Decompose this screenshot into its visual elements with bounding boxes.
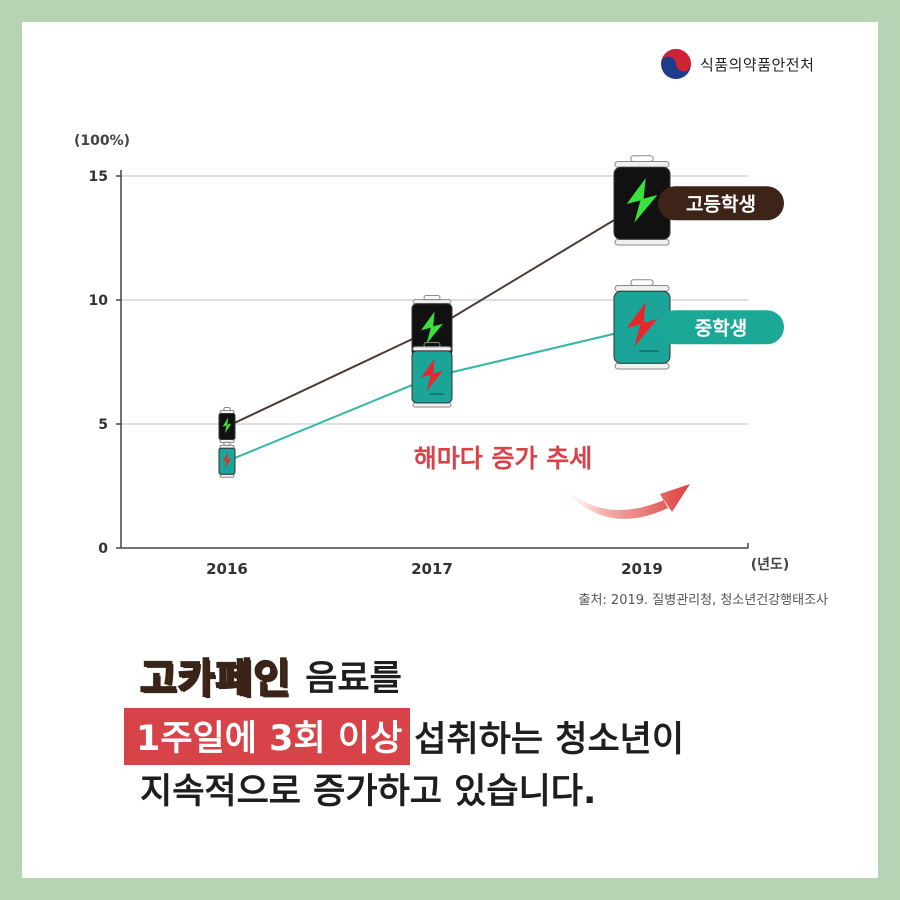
energy-can-marker: [218, 441, 236, 478]
source-note: 출처: 2019. 질병관리청, 청소년건강행태조사: [579, 592, 829, 608]
series-badge: 고등학생: [658, 186, 784, 221]
energy-can-marker: [411, 342, 453, 408]
energy-can-marker: [218, 406, 236, 443]
agency-name: 식품의약품안전처: [700, 55, 815, 74]
series-badge-label: 중학생: [695, 317, 747, 339]
x-tick-label: 2016: [206, 560, 248, 578]
lightning-icon: [222, 452, 232, 469]
x-unit-label: (년도): [751, 557, 790, 573]
axes: 0 5 10 15 2016 2017 2019: [89, 169, 749, 578]
trend-annotation: 해마다 증가 추세: [414, 444, 592, 473]
series-badge-bg: [658, 310, 784, 345]
energy-can-marker: [613, 279, 671, 370]
y-tick-label: 10: [89, 293, 109, 309]
series-markers: [218, 155, 671, 478]
lightning-icon: [626, 302, 658, 347]
x-tick-label: 2019: [621, 560, 663, 578]
x-tick-label: 2017: [411, 560, 453, 578]
trend-arrow-icon: [555, 478, 690, 519]
series-badge-bg: [658, 186, 784, 221]
y-tick-label: 0: [98, 541, 108, 557]
y-unit-label: (100%): [74, 133, 130, 149]
series-badge: 중학생: [658, 310, 784, 345]
taegeuk-icon: [661, 49, 691, 79]
lightning-icon: [421, 358, 443, 391]
lightning-icon: [222, 417, 232, 434]
lightning-icon: [626, 178, 658, 223]
energy-can-marker: [613, 155, 671, 246]
series-badge-label: 고등학생: [686, 193, 756, 215]
lightning-icon: [421, 311, 443, 344]
y-tick-label: 15: [89, 169, 108, 185]
agency-logo: 식품의약품안전처: [660, 47, 814, 81]
y-tick-label: 5: [98, 417, 108, 433]
